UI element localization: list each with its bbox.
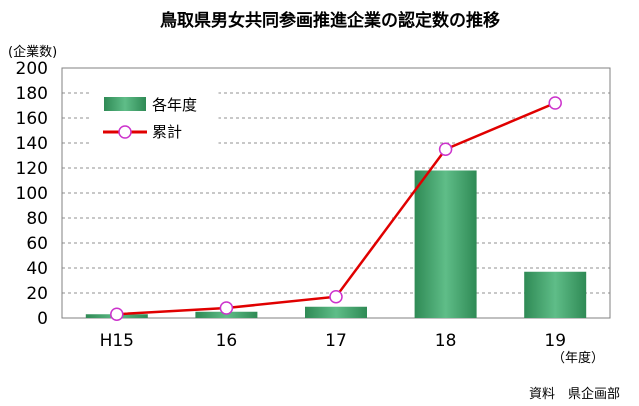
bar (414, 170, 477, 318)
x-tick-label: 16 (216, 331, 238, 351)
line-series (110, 96, 562, 321)
x-tick-labels: H15 16 17 18 19 (100, 331, 566, 351)
line-point (110, 307, 124, 321)
bar (195, 311, 258, 318)
y-tick-label: 140 (16, 134, 48, 154)
line-point (548, 96, 562, 110)
y-tick-label: 200 (16, 59, 48, 79)
bar (305, 306, 367, 318)
y-tick-label: 180 (16, 84, 48, 104)
y-tick-label: 40 (26, 259, 48, 279)
bar-series (85, 170, 587, 318)
x-axis-unit: （年度） (552, 350, 604, 366)
y-tick-labels: 0 20 40 60 80 100 120 140 160 180 200 (16, 59, 48, 329)
bar (524, 271, 587, 318)
line-point (438, 142, 453, 156)
line-point (329, 290, 343, 304)
y-tick-label: 160 (16, 109, 48, 129)
x-tick-label: 19 (544, 331, 566, 351)
y-tick-label: 80 (26, 209, 48, 229)
legend-bar-swatch (104, 97, 146, 111)
y-tick-label: 100 (16, 184, 48, 204)
y-axis-unit: (企業数) (8, 44, 57, 60)
line-point (219, 301, 234, 315)
y-tick-label: 120 (16, 159, 48, 179)
y-tick-label: 20 (26, 284, 48, 304)
y-tick-label: 60 (26, 234, 48, 254)
legend-bar-label: 各年度 (152, 96, 197, 114)
chart-title: 鳥取県男女共同参画推進企業の認定数の推移 (160, 10, 500, 31)
y-tick-label: 0 (37, 309, 48, 329)
legend-line-marker (118, 125, 132, 139)
legend-line-label: 累計 (152, 123, 182, 141)
x-tick-label: 18 (435, 331, 457, 351)
source-note: 資料 県企画部 (529, 386, 620, 402)
legend-box (91, 85, 219, 147)
legend: 各年度 累計 (91, 85, 219, 147)
x-tick-label: 17 (325, 331, 347, 351)
x-tick-label: H15 (100, 331, 134, 351)
